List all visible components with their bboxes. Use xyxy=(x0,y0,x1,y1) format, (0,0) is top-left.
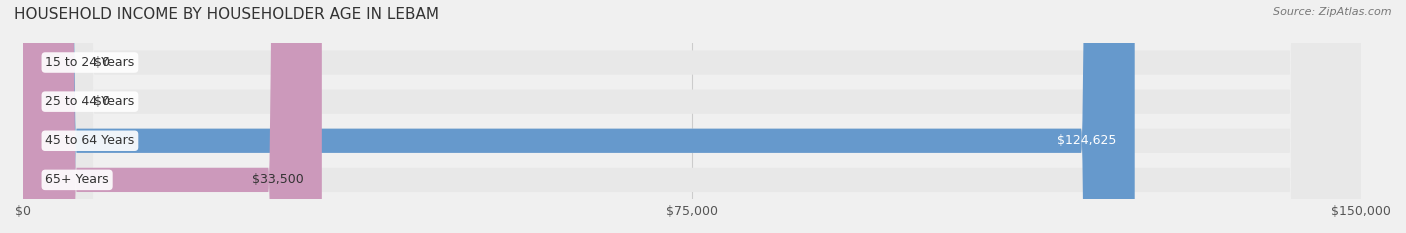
Text: 25 to 44 Years: 25 to 44 Years xyxy=(45,95,135,108)
Text: $0: $0 xyxy=(94,95,110,108)
FancyBboxPatch shape xyxy=(22,0,1361,233)
FancyBboxPatch shape xyxy=(22,0,1135,233)
FancyBboxPatch shape xyxy=(22,0,1361,233)
Text: HOUSEHOLD INCOME BY HOUSEHOLDER AGE IN LEBAM: HOUSEHOLD INCOME BY HOUSEHOLDER AGE IN L… xyxy=(14,7,439,22)
Text: 45 to 64 Years: 45 to 64 Years xyxy=(45,134,135,147)
FancyBboxPatch shape xyxy=(22,0,1361,233)
FancyBboxPatch shape xyxy=(22,0,322,233)
Text: $0: $0 xyxy=(94,56,110,69)
Text: 15 to 24 Years: 15 to 24 Years xyxy=(45,56,135,69)
Text: Source: ZipAtlas.com: Source: ZipAtlas.com xyxy=(1274,7,1392,17)
Text: $33,500: $33,500 xyxy=(252,173,304,186)
Text: 65+ Years: 65+ Years xyxy=(45,173,108,186)
Text: $124,625: $124,625 xyxy=(1057,134,1116,147)
FancyBboxPatch shape xyxy=(22,0,1361,233)
